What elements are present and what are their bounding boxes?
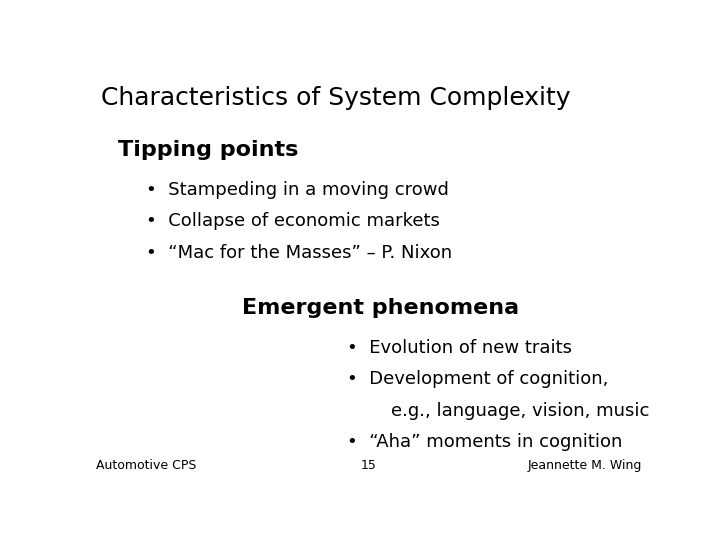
Text: 15: 15 xyxy=(361,460,377,472)
Text: •  “Aha” moments in cognition: • “Aha” moments in cognition xyxy=(347,433,622,451)
Text: Jeannette M. Wing: Jeannette M. Wing xyxy=(528,460,642,472)
Text: •  “Mac for the Masses” – P. Nixon: • “Mac for the Masses” – P. Nixon xyxy=(145,244,452,261)
Text: •  Development of cognition,: • Development of cognition, xyxy=(347,370,608,388)
Text: Characteristics of System Complexity: Characteristics of System Complexity xyxy=(101,85,571,110)
Text: Emergent phenomena: Emergent phenomena xyxy=(242,298,518,318)
Text: Automotive CPS: Automotive CPS xyxy=(96,460,196,472)
Text: •  Stampeding in a moving crowd: • Stampeding in a moving crowd xyxy=(145,181,449,199)
Text: •  Collapse of economic markets: • Collapse of economic markets xyxy=(145,212,440,231)
Text: e.g., language, vision, music: e.g., language, vision, music xyxy=(392,402,649,420)
Text: •  Evolution of new traits: • Evolution of new traits xyxy=(347,339,572,357)
Text: Tipping points: Tipping points xyxy=(118,140,298,160)
